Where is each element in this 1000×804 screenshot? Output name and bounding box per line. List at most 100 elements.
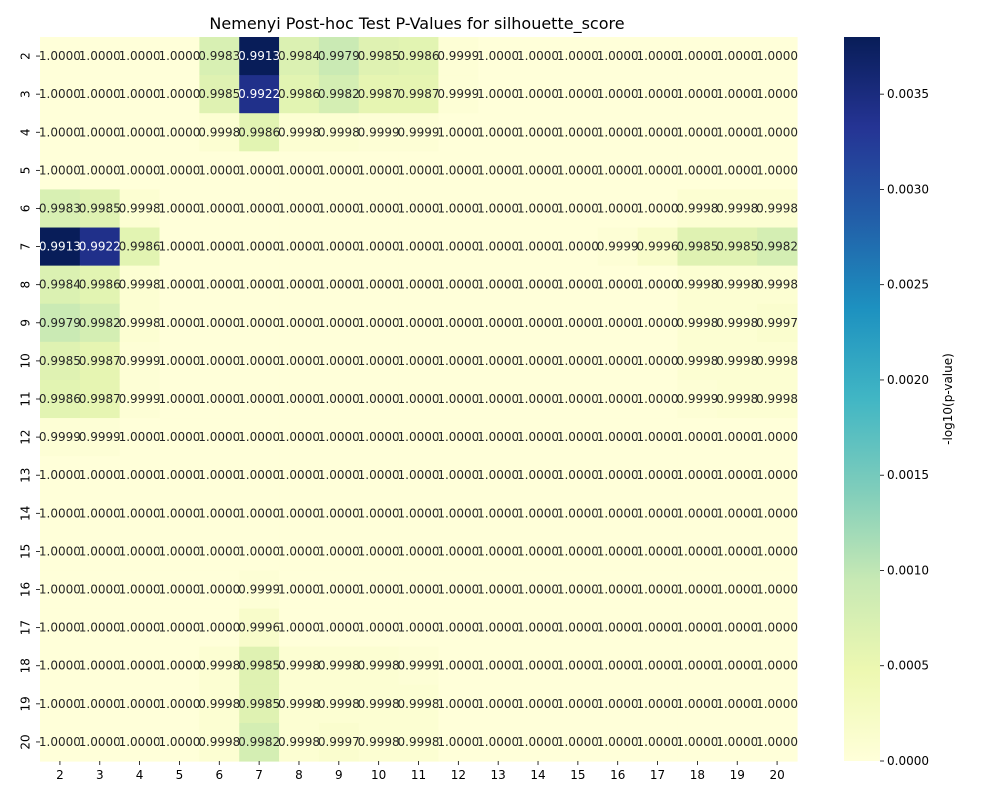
- cell-value-label: 0.9985: [676, 240, 718, 254]
- cell-value-label: 1.0000: [597, 735, 639, 749]
- heatmap-cell: [159, 37, 200, 76]
- cell-value-label: 1.0000: [79, 163, 121, 177]
- heatmap-cell: [159, 379, 200, 419]
- cell-value-label: 1.0000: [398, 240, 440, 254]
- heatmap-cell: [438, 456, 479, 495]
- cell-value-label: 0.9999: [358, 125, 400, 139]
- cell-value-label: 1.0000: [637, 506, 679, 520]
- cell-value-label: 0.9996: [637, 240, 679, 254]
- cell-value-label: 0.9986: [278, 87, 320, 101]
- heatmap-cell: [398, 341, 440, 381]
- heatmap-cell: [159, 303, 200, 343]
- heatmap-cell: [597, 379, 639, 419]
- heatmap-cell: [318, 151, 360, 191]
- heatmap-cell: [79, 75, 121, 114]
- heatmap-cell: [119, 418, 161, 457]
- heatmap-cell: [239, 570, 280, 610]
- cell-value-label: 1.0000: [158, 583, 200, 597]
- cell-value-label: 1.0000: [477, 583, 519, 597]
- cell-value-label: 1.0000: [597, 49, 639, 63]
- heatmap-cell: [199, 532, 240, 572]
- heatmap-cell: [398, 37, 440, 76]
- cell-value-label: 1.0000: [676, 659, 718, 673]
- cell-value-label: 0.9985: [238, 697, 280, 711]
- colorbar: [844, 37, 880, 761]
- heatmap-cell: [597, 532, 639, 572]
- cell-value-label: 1.0000: [278, 316, 320, 330]
- colorbar-label: -log10(p-value): [941, 353, 955, 445]
- cell-value-label: 1.0000: [318, 240, 360, 254]
- cell-value-label: 1.0000: [119, 621, 161, 635]
- heatmap-cell: [677, 341, 718, 381]
- cell-value-label: 1.0000: [358, 240, 400, 254]
- x-tick-label: 19: [730, 768, 745, 782]
- cell-value-label: 1.0000: [119, 697, 161, 711]
- cell-value-label: 1.0000: [158, 316, 200, 330]
- heatmap-cell: [318, 494, 360, 533]
- cell-value-label: 0.9983: [39, 201, 81, 215]
- heatmap-cell: [557, 418, 599, 457]
- heatmap-cell: [79, 341, 121, 381]
- cell-value-label: 1.0000: [39, 697, 81, 711]
- cell-value-label: 1.0000: [437, 201, 479, 215]
- cell-value-label: 1.0000: [557, 544, 599, 558]
- cell-value-label: 1.0000: [676, 468, 718, 482]
- heatmap-cell: [757, 379, 798, 419]
- cell-value-label: 1.0000: [637, 316, 679, 330]
- cell-value-label: 1.0000: [158, 49, 200, 63]
- y-tick-label: 17: [19, 620, 33, 635]
- cell-value-label: 1.0000: [716, 468, 758, 482]
- heatmap-cell: [637, 151, 679, 191]
- cell-value-label: 1.0000: [557, 583, 599, 597]
- heatmap-cell: [398, 418, 440, 457]
- cell-value-label: 0.9998: [198, 697, 240, 711]
- heatmap-cell: [159, 189, 200, 229]
- heatmap-cell: [518, 75, 559, 114]
- heatmap-cell: [518, 303, 559, 343]
- heatmap-cell: [398, 494, 440, 533]
- cell-value-label: 1.0000: [358, 468, 400, 482]
- cell-value-label: 1.0000: [358, 621, 400, 635]
- heatmap-cell: [119, 341, 161, 381]
- heatmap-cell: [279, 418, 320, 457]
- cell-value-label: 1.0000: [358, 544, 400, 558]
- cell-value-label: 1.0000: [637, 392, 679, 406]
- heatmap-cell: [119, 379, 161, 419]
- heatmap-cell: [159, 608, 200, 648]
- cell-value-label: 1.0000: [557, 468, 599, 482]
- heatmap-cell: [677, 75, 718, 114]
- heatmap-cell: [159, 341, 200, 381]
- cell-value-label: 0.9999: [437, 49, 479, 63]
- heatmap-cell: [717, 151, 758, 191]
- cell-value-label: 1.0000: [278, 468, 320, 482]
- cell-value-label: 1.0000: [676, 506, 718, 520]
- cell-value-label: 0.9985: [198, 87, 240, 101]
- heatmap-cell: [358, 456, 400, 495]
- cell-value-label: 1.0000: [119, 49, 161, 63]
- heatmap-cell: [557, 227, 599, 267]
- heatmap-cell: [358, 418, 400, 457]
- cell-value-label: 1.0000: [756, 125, 798, 139]
- heatmap-cell: [717, 265, 758, 305]
- heatmap-cell: [159, 456, 200, 495]
- heatmap-cell: [358, 303, 400, 343]
- cell-value-label: 0.9998: [716, 354, 758, 368]
- cell-value-label: 1.0000: [597, 354, 639, 368]
- heatmap-cell: [757, 722, 798, 762]
- y-tick-label: 2: [19, 52, 33, 60]
- heatmap-cell: [199, 456, 240, 495]
- heatmap-cell: [637, 608, 679, 648]
- heatmap-cell: [159, 646, 200, 686]
- cell-value-label: 1.0000: [557, 240, 599, 254]
- cell-value-label: 1.0000: [398, 316, 440, 330]
- cell-value-label: 1.0000: [79, 87, 121, 101]
- cell-value-label: 1.0000: [756, 468, 798, 482]
- cell-value-label: 1.0000: [597, 163, 639, 177]
- heatmap-cell: [79, 722, 121, 762]
- heatmap-cell: [40, 722, 81, 762]
- heatmap-cell: [199, 303, 240, 343]
- heatmap-cell: [398, 265, 440, 305]
- heatmap-cell: [358, 646, 400, 686]
- cell-value-label: 1.0000: [597, 278, 639, 292]
- cell-value-label: 0.9913: [238, 49, 280, 63]
